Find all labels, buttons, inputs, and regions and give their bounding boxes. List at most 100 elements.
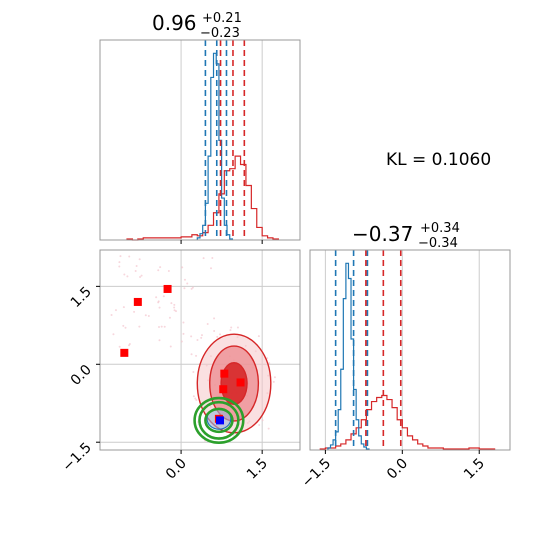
joint-green-contour-0 [204, 407, 234, 434]
joint-red-marker-2 [120, 348, 129, 357]
joint-sample-point [194, 397, 197, 400]
joint-sample-point [173, 303, 176, 306]
joint-sample-point [157, 325, 160, 328]
joint-sample-point [181, 266, 184, 269]
marginal-y-red-histogram [319, 394, 496, 450]
joint-sample-point [200, 334, 203, 337]
joint-sample-point [202, 257, 205, 260]
marginal-x-title-minus: −0.23 [200, 26, 240, 41]
joint-sample-point [162, 295, 165, 298]
joint-sample-point [126, 275, 129, 278]
kl-annotation: KL = 0.1060 [386, 150, 491, 170]
joint-green-contour-2 [193, 396, 245, 445]
joint-sample-point [112, 333, 115, 336]
marginal-y-title-value: −0.37 [352, 222, 413, 246]
joint-sample-point [133, 310, 136, 313]
joint-sample-point [122, 324, 125, 327]
marginal-y-xtick-label-1: 0.0 [384, 456, 411, 483]
joint-sample-point [183, 278, 186, 281]
joint-sample-point [213, 317, 216, 320]
joint-sample-point [191, 286, 194, 289]
joint-sample-point [128, 344, 131, 347]
joint-sample-point [190, 353, 193, 356]
joint-sample-point [261, 419, 264, 422]
joint-green-contour-1 [198, 400, 240, 440]
joint-frame [99, 249, 301, 451]
joint-sample-point [192, 371, 195, 374]
marginal-x-title-plus: +0.21 [202, 11, 242, 26]
joint-sample-point [139, 276, 142, 279]
joint-ytick-label-2: 1.5 [68, 284, 95, 311]
joint-sample-point [135, 265, 138, 268]
joint-sample-point [180, 340, 183, 343]
marginal-y-xtick-label-0: −1.5 [299, 456, 334, 491]
joint-sample-point [158, 306, 161, 309]
joint-sample-point [174, 310, 177, 313]
joint-sample-point [159, 266, 162, 269]
joint-sample-point [213, 330, 216, 333]
marginal-x-panel [99, 39, 301, 241]
joint-sample-point [196, 338, 199, 341]
joint-ytick-label-1: 0.0 [68, 362, 95, 389]
joint-sample-point [138, 325, 141, 328]
joint-sample-point [186, 282, 189, 285]
joint-sample-point [210, 267, 213, 270]
joint-sample-point [257, 335, 260, 338]
joint-blue-marker [216, 416, 224, 425]
joint-sample-point [114, 309, 117, 312]
marginal-x-title-value: 0.96 [152, 11, 197, 35]
joint-sample-point [138, 258, 141, 261]
joint-sample-point [230, 326, 233, 329]
joint-sample-point [190, 335, 193, 338]
joint-sample-point [267, 427, 270, 430]
joint-sample-point [122, 306, 125, 309]
marginal-y-panel [309, 249, 511, 451]
joint-sample-point [158, 339, 161, 342]
joint-sample-point [119, 255, 122, 258]
joint-sample-point [134, 270, 137, 273]
joint-sample-point [118, 345, 121, 348]
joint-sample-point [144, 314, 147, 317]
joint-sample-point [268, 362, 271, 365]
joint-sample-point [182, 321, 185, 324]
joint-sample-point [258, 424, 261, 427]
joint-sample-point [229, 329, 232, 332]
joint-sample-point [236, 326, 239, 329]
joint-sample-point [140, 274, 143, 277]
joint-ytick-label-0: −1.5 [59, 440, 94, 475]
joint-sample-point [173, 306, 176, 309]
marginal-y-blue-histogram [327, 262, 370, 450]
joint-red-marker-3 [220, 369, 229, 378]
joint-xtick-label-0: 0.0 [163, 456, 190, 483]
marginal-y-frame [309, 249, 511, 451]
joint-sample-point [168, 316, 171, 319]
marginal-x-red-histogram [126, 155, 279, 241]
joint-sample-point [195, 354, 198, 357]
joint-sample-point [216, 335, 219, 338]
joint-red-marker-1 [163, 284, 172, 293]
marginal-x-frame [99, 39, 301, 241]
joint-sample-point [272, 380, 275, 383]
joint-xtick-label-1: 1.5 [244, 456, 271, 483]
joint-sample-point [110, 314, 113, 317]
joint-panel [99, 249, 301, 451]
joint-sample-point [170, 302, 173, 305]
joint-sample-point [183, 287, 186, 290]
joint-sample-point [200, 336, 203, 339]
marginal-y-xtick-label-2: 1.5 [461, 456, 488, 483]
joint-sample-point [169, 345, 172, 348]
joint-sample-point [118, 265, 121, 268]
joint-sample-point [182, 332, 185, 335]
marginal-y-title-minus: −0.34 [418, 236, 458, 251]
joint-sample-point [128, 255, 131, 258]
joint-red-marker-4 [236, 378, 245, 387]
joint-sample-point [147, 314, 150, 317]
joint-sample-point [157, 301, 160, 304]
joint-sample-point [155, 296, 158, 299]
joint-sample-point [167, 270, 170, 273]
joint-red-marker-5 [219, 385, 228, 394]
joint-red-marker-0 [133, 297, 142, 306]
joint-sample-point [273, 376, 276, 379]
joint-sample-point [192, 395, 195, 398]
